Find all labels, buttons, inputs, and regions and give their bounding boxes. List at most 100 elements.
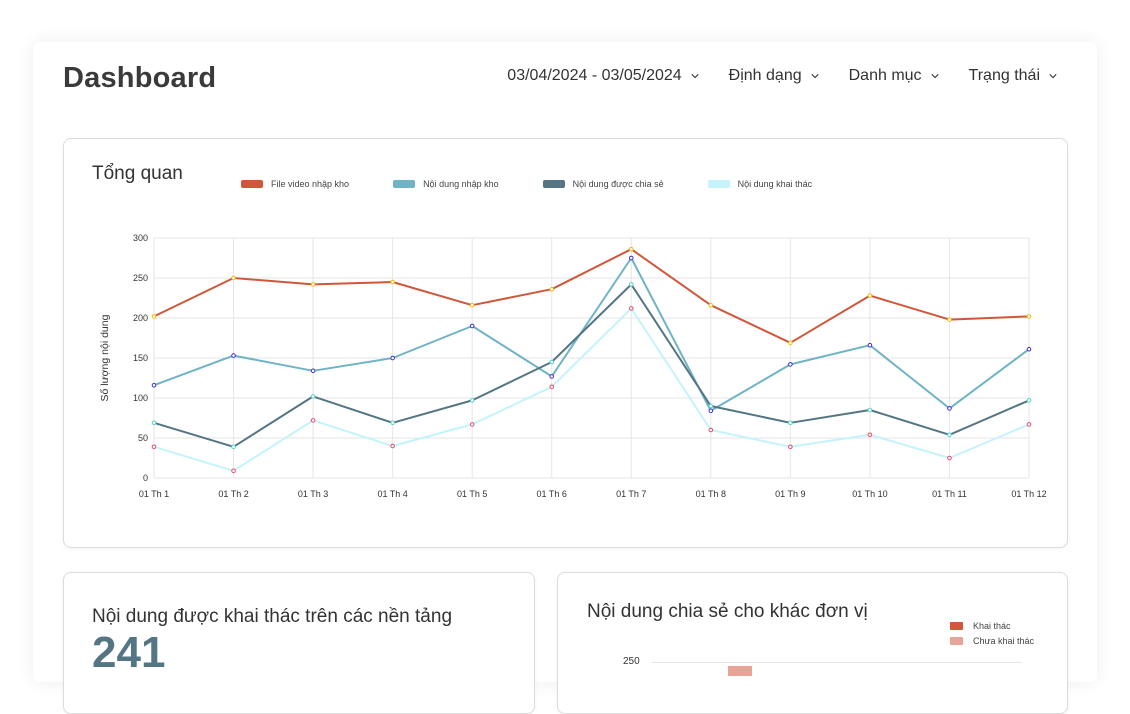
- legend-item[interactable]: Khai thác: [950, 621, 1034, 631]
- data-point: [628, 246, 634, 252]
- series-line: [153, 248, 1030, 344]
- y-tick-label: 300: [133, 233, 148, 243]
- data-point: [788, 420, 793, 426]
- data-point: [628, 255, 634, 261]
- status-label: Trạng thái: [968, 67, 1040, 84]
- data-point: [867, 342, 873, 348]
- data-point: [1026, 422, 1032, 427]
- x-tick-label: 01 Th 10: [852, 489, 887, 499]
- data-point: [310, 418, 316, 423]
- x-tick-label: 01 Th 5: [457, 489, 487, 499]
- data-point: [390, 355, 395, 361]
- x-tick-label: 01 Th 1: [139, 489, 169, 499]
- legend-label: Khai thác: [973, 621, 1011, 631]
- x-tick-label: 01 Th 2: [218, 489, 248, 499]
- x-tick-label: 01 Th 4: [377, 489, 407, 499]
- y-tick-label: 250: [133, 273, 148, 283]
- format-label: Định dạng: [728, 67, 802, 84]
- data-point: [390, 420, 395, 426]
- status-filter[interactable]: Trạng thái: [969, 67, 1057, 85]
- legend-swatch: [542, 180, 565, 188]
- legend-label: Nội dung khai thác: [737, 179, 813, 189]
- data-point: [549, 384, 555, 390]
- data-point: [708, 427, 714, 433]
- date-range-label: 03/04/2024 - 03/05/2024: [507, 67, 682, 84]
- series-line: [153, 307, 1030, 472]
- legend-swatch: [707, 180, 730, 188]
- legend-swatch: [241, 180, 263, 188]
- x-tick-label: 01 Th 6: [537, 489, 567, 499]
- data-point: [469, 302, 475, 308]
- data-point: [708, 408, 714, 414]
- y-tick-label: 50: [138, 433, 148, 443]
- data-point: [310, 368, 316, 374]
- legend-label: Nội dung được chia sẻ: [572, 179, 664, 189]
- chevron-down-icon: [1049, 74, 1057, 79]
- data-point: [549, 374, 555, 379]
- chevron-down-icon: [811, 74, 819, 79]
- data-point: [469, 422, 475, 427]
- data-point: [628, 282, 634, 287]
- data-point: [549, 359, 555, 365]
- legend-label: Chưa khai thác: [973, 636, 1035, 646]
- overview-line-chart: 0 50 100 150 200 250 300 01 Th 1 01 Th 2 01 Th 3 0…: [99, 233, 1047, 499]
- data-point: [1026, 346, 1032, 352]
- overview-title: Tổng quan: [92, 163, 183, 184]
- x-tick-label: 01 Th 8: [696, 489, 726, 499]
- x-tick-label: 01 Th 3: [298, 489, 328, 499]
- date-range-filter[interactable]: 03/04/2024 - 03/05/2024: [507, 67, 699, 85]
- data-point: [151, 444, 157, 450]
- platform-total: 241: [92, 628, 166, 677]
- x-tick-label: 01 Th 11: [932, 489, 967, 499]
- legend-item[interactable]: Chưa khai thác: [950, 636, 1034, 646]
- data-point: [390, 279, 395, 285]
- data-point: [708, 302, 714, 308]
- data-point: [867, 407, 873, 413]
- category-label: Danh mục: [848, 67, 922, 84]
- data-point: [947, 455, 952, 461]
- data-point: [788, 444, 793, 450]
- gridline: [652, 662, 1022, 663]
- data-point: [947, 317, 952, 322]
- data-point: [151, 382, 157, 388]
- legend-swatch: [950, 637, 963, 645]
- y-tick-label: 150: [133, 353, 148, 363]
- data-point: [231, 275, 236, 281]
- legend-item[interactable]: Nội dung nhập kho: [393, 179, 499, 189]
- legend-label: Nội dung nhập kho: [423, 179, 499, 189]
- data-point: [947, 432, 952, 438]
- y-tick-label: 100: [133, 393, 148, 403]
- category-filter[interactable]: Danh mục: [849, 67, 939, 85]
- legend-item[interactable]: File video nhập kho: [241, 179, 349, 189]
- share-title: Nội dung chia sẻ cho khác đơn vị: [587, 601, 868, 622]
- legend-item[interactable]: Nội dung khai thác: [707, 179, 813, 189]
- x-tick-label: 01 Th 12: [1011, 489, 1046, 499]
- data-point: [469, 398, 475, 403]
- x-tick-label: 01 Th 9: [775, 489, 805, 499]
- chevron-down-icon: [691, 74, 699, 79]
- platform-title: Nội dung được khai thác trên các nền tản…: [92, 606, 453, 627]
- legend-item[interactable]: Nội dung được chia sẻ: [542, 179, 664, 189]
- y-tick-label: 250: [623, 656, 640, 667]
- data-point: [1026, 398, 1032, 403]
- data-point: [867, 293, 873, 298]
- data-point: [310, 394, 316, 399]
- data-point: [708, 403, 714, 409]
- data-point: [788, 340, 793, 346]
- share-card: Nội dung chia sẻ cho khác đơn vị Khai th…: [557, 572, 1068, 714]
- data-point: [947, 406, 952, 411]
- filter-bar: 03/04/2024 - 03/05/2024 Định dạng Danh m…: [507, 67, 1057, 85]
- platform-card: Nội dung được khai thác trên các nền tản…: [63, 572, 535, 714]
- legend-swatch: [393, 180, 416, 188]
- data-point: [390, 443, 395, 449]
- format-filter[interactable]: Định dạng: [729, 67, 819, 85]
- legend-swatch: [950, 622, 963, 630]
- dashboard-page: Dashboard 03/04/2024 - 03/05/2024 Định d…: [33, 42, 1097, 714]
- y-tick-label: 0: [143, 473, 148, 483]
- data-point: [628, 306, 634, 311]
- data-point: [1026, 314, 1032, 319]
- page-title: Dashboard: [63, 62, 217, 94]
- legend-label: File video nhập kho: [271, 179, 350, 189]
- series-line: [153, 257, 1030, 412]
- data-point: [867, 432, 873, 438]
